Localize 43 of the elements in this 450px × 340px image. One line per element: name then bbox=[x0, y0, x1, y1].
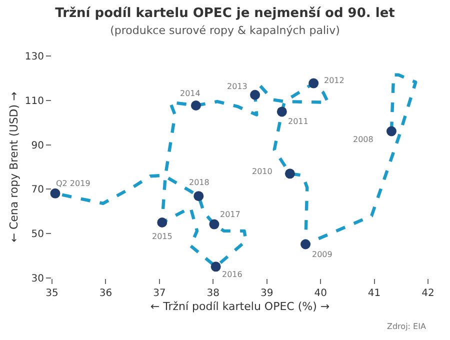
point bbox=[194, 191, 204, 202]
y-axis-title: ← Cena ropy Brent (USD) → bbox=[8, 92, 21, 242]
point bbox=[157, 218, 168, 228]
y-tick-label: 110 bbox=[24, 96, 44, 107]
point bbox=[190, 100, 201, 111]
point bbox=[276, 106, 287, 117]
point bbox=[209, 219, 220, 230]
x-tick-label: 40 bbox=[314, 288, 327, 299]
annotation: 2011 bbox=[288, 117, 308, 126]
annotation: 2015 bbox=[152, 232, 172, 241]
annotation: 2010 bbox=[252, 167, 272, 176]
x-axis-title: ← Tržní podíl kartelu OPEC (%) → bbox=[150, 300, 330, 314]
x-tick-label: 42 bbox=[422, 288, 434, 299]
point bbox=[308, 78, 319, 88]
y-tick-label: 70 bbox=[31, 184, 44, 196]
point bbox=[300, 239, 311, 250]
annotation: 2017 bbox=[220, 210, 240, 219]
y-tick-label: 30 bbox=[31, 274, 44, 284]
point bbox=[250, 90, 260, 100]
annotation: 2012 bbox=[324, 76, 344, 85]
chart-subtitle: (produkce surové ropy & kapalných paliv) bbox=[110, 24, 340, 37]
x-tick-label: 38 bbox=[206, 288, 220, 299]
x-tick-label: 37 bbox=[153, 288, 166, 299]
y-tick-label: 50 bbox=[31, 229, 44, 240]
annotation: Q2 2019 bbox=[56, 179, 90, 188]
annotation: 2014 bbox=[180, 89, 200, 98]
point bbox=[50, 188, 60, 198]
x-tick-label: 39 bbox=[260, 288, 274, 299]
y-tick-label: 130 bbox=[24, 52, 44, 62]
point bbox=[386, 126, 396, 136]
annotation: 2009 bbox=[312, 250, 332, 259]
point bbox=[284, 168, 295, 179]
annotation: 2013 bbox=[227, 82, 248, 91]
annotation: 2008 bbox=[353, 135, 374, 144]
y-tick-label: 90 bbox=[31, 140, 44, 152]
annotation: 2016 bbox=[222, 270, 242, 279]
x-tick-label: 41 bbox=[368, 288, 381, 299]
x-tick-label: 36 bbox=[99, 288, 112, 299]
chart-title: Tržní podíl kartelu OPEC je nejmenší od 90. let bbox=[55, 6, 395, 21]
point bbox=[210, 262, 221, 272]
x-tick-label: 35 bbox=[46, 288, 58, 299]
annotation: 2018 bbox=[189, 178, 210, 187]
text: Zdroj: EIA bbox=[387, 322, 426, 331]
